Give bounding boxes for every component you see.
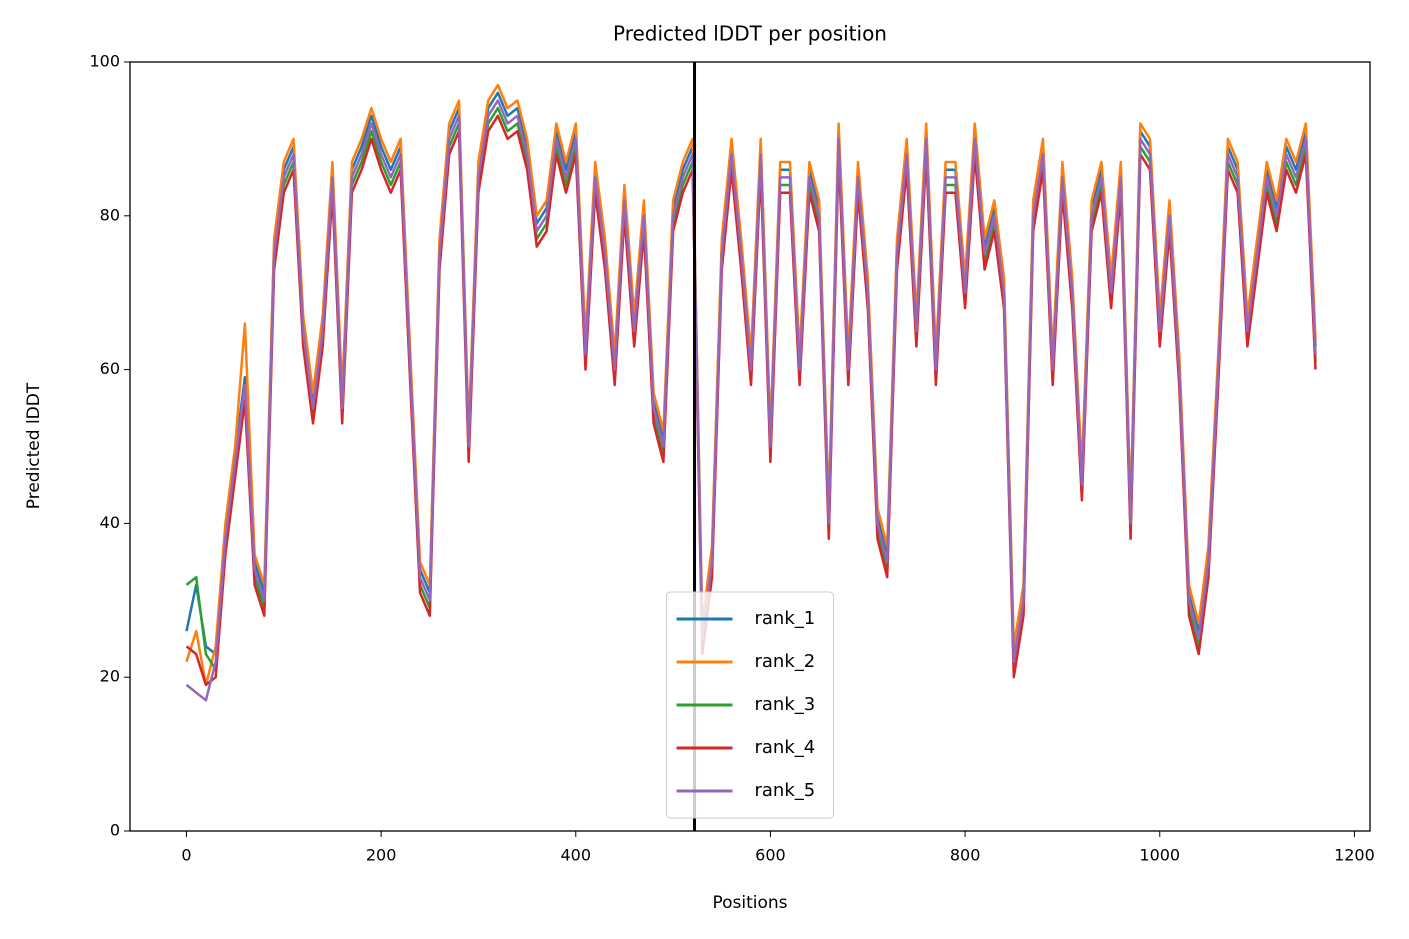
- x-tick-label: 1000: [1139, 846, 1180, 865]
- legend-label: rank_5: [755, 780, 816, 801]
- x-tick-label: 1200: [1334, 846, 1375, 865]
- legend-label: rank_3: [755, 694, 816, 715]
- x-tick-label: 0: [181, 846, 191, 865]
- legend-label: rank_1: [755, 608, 816, 629]
- legend-label: rank_2: [755, 651, 816, 672]
- series-line: [185, 99, 1317, 702]
- x-tick-label: 200: [366, 846, 397, 865]
- x-tick-label: 600: [755, 846, 786, 865]
- y-tick-label: 100: [89, 52, 120, 71]
- legend-label: rank_4: [755, 737, 816, 758]
- y-axis-label: Predicted lDDT: [24, 382, 44, 509]
- y-tick-label: 60: [100, 359, 120, 378]
- chart-title: Predicted lDDT per position: [613, 22, 887, 46]
- y-tick-label: 80: [100, 205, 120, 224]
- y-tick-label: 20: [100, 667, 120, 686]
- y-tick-label: 40: [100, 513, 120, 532]
- axes-frame: [129, 61, 1371, 832]
- x-axis-label: Positions: [712, 893, 787, 913]
- x-tick-label: 800: [950, 846, 981, 865]
- series-line: [185, 106, 1317, 671]
- y-tick-label: 0: [110, 821, 120, 840]
- legend-box: [666, 591, 834, 819]
- x-tick-label: 400: [561, 846, 592, 865]
